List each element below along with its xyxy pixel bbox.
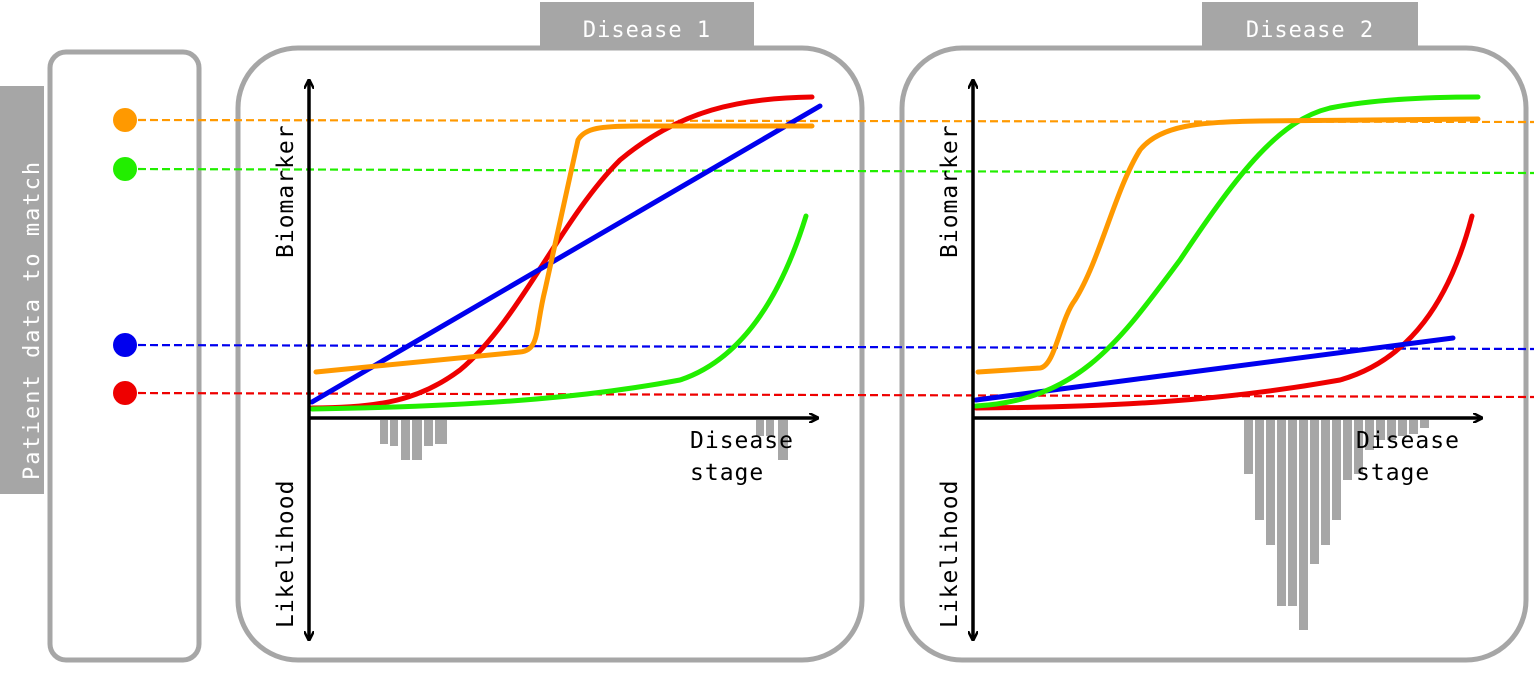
disease-2-panel <box>899 45 1529 663</box>
disease-1-orange-curve <box>313 123 815 375</box>
disease-2-title: Disease 2 <box>1246 18 1374 43</box>
patient-dashed-lines <box>125 118 1534 399</box>
disease-2-tab <box>1202 2 1418 52</box>
disease-2-blue-line <box>973 335 1456 403</box>
disease-2-y-label-bottom: Likelihood <box>937 480 963 628</box>
disease-2-axes <box>973 80 1482 640</box>
patient-line-green <box>125 167 1534 175</box>
disease-1-histogram-left <box>380 420 447 460</box>
disease-2-curves <box>973 94 1481 411</box>
disease-2-orange-curve <box>975 116 1481 375</box>
disease-2-x-label-line2: stage <box>1356 460 1430 486</box>
disease-2-x-label-line1: Disease <box>1356 428 1460 454</box>
disease-1-axes <box>309 80 818 640</box>
patient-line-blue <box>125 343 1534 351</box>
patient-marker-orange <box>113 108 137 132</box>
disease-1-blue-line <box>309 103 823 405</box>
disease-2-histogram <box>1244 420 1429 630</box>
patient-line-orange <box>125 118 1534 124</box>
disease-1-x-label-line1: Disease <box>690 428 794 454</box>
side-label-tab <box>0 86 44 494</box>
patient-marker-blue <box>113 333 137 357</box>
disease-2-y-label-top: Biomarker <box>937 124 963 258</box>
disease-2-green-curve <box>973 94 1481 409</box>
disease-1-histogram-right <box>756 420 788 460</box>
disease-1-tab <box>540 2 754 52</box>
disease-2-red-curve <box>973 213 1475 411</box>
disease-1-title: Disease 1 <box>583 18 711 43</box>
disease-1-panel <box>235 45 865 663</box>
disease-1-red-curve <box>309 94 815 411</box>
side-label: Patient data to match <box>20 160 45 480</box>
disease-1-x-label-line2: stage <box>690 460 764 486</box>
disease-1-green-curve <box>309 213 809 412</box>
patient-marker-green <box>113 157 137 181</box>
disease-1-curves <box>309 94 823 412</box>
disease-1-y-label-top: Biomarker <box>273 124 299 258</box>
patient-marker-red <box>113 381 137 405</box>
disease-1-y-label-bottom: Likelihood <box>273 480 299 628</box>
patient-line-red <box>125 391 1534 399</box>
